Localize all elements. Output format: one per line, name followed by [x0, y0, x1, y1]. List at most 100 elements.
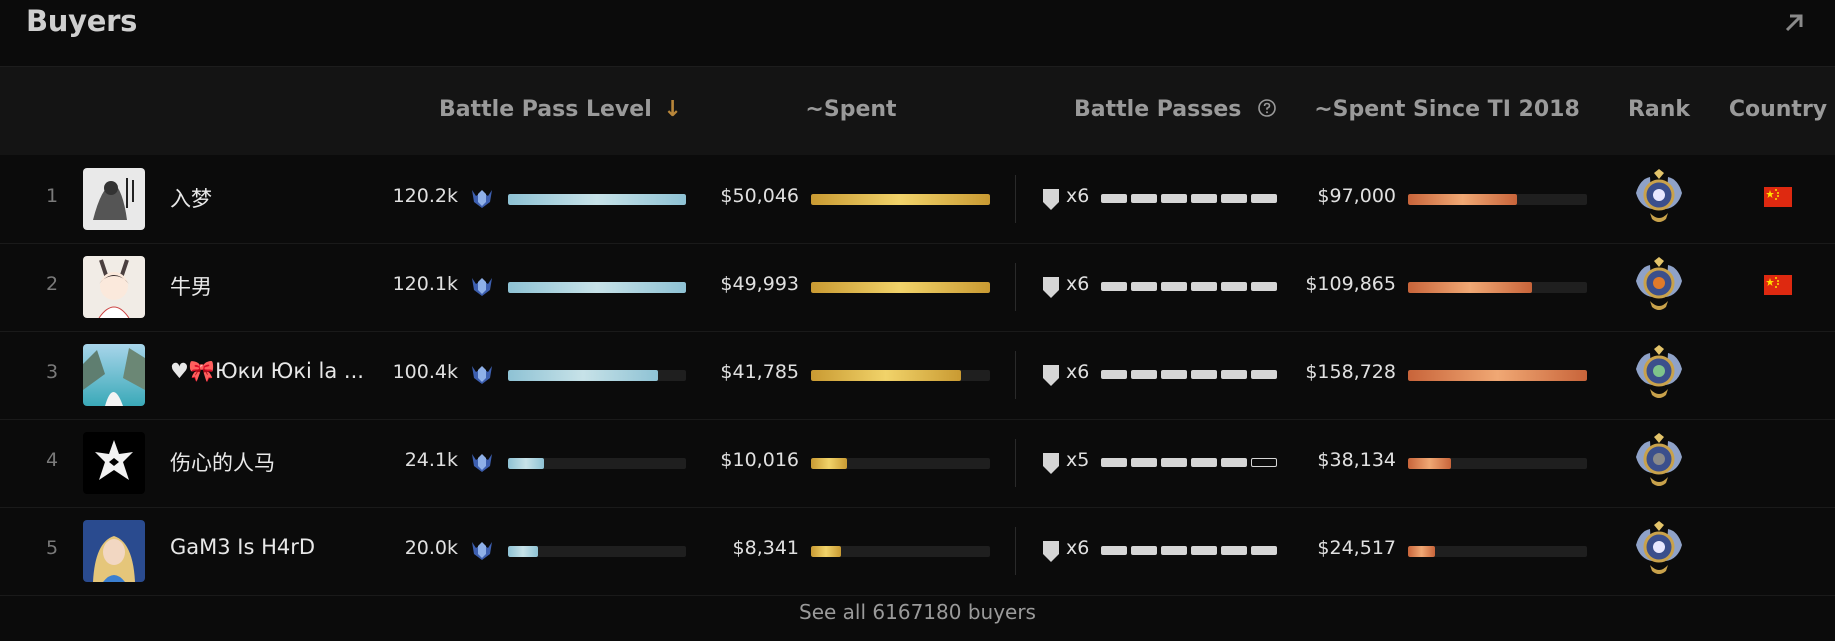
- column-label: Battle Pass Level: [439, 97, 652, 122]
- column-divider: [1015, 439, 1016, 487]
- battle-pass-level-bar: [508, 194, 686, 205]
- spent-value: $8,341: [732, 537, 799, 559]
- panel-header: Buyers: [0, 0, 1835, 66]
- column-spent[interactable]: ~Spent: [805, 97, 897, 122]
- spent-bar: [811, 194, 990, 205]
- battle-pass-segment: [1161, 546, 1187, 555]
- player-name[interactable]: 入梦: [170, 187, 212, 211]
- table-row[interactable]: 2 牛男 120.1k $49,993 x6 $109,865: [0, 243, 1835, 332]
- rank-medal-icon: [1632, 433, 1686, 491]
- battle-pass-count: x6: [1066, 537, 1090, 559]
- table-row[interactable]: 5 GaM3 Is H4rD 20.0k $8,341 x6 $24,517: [0, 507, 1835, 596]
- column-divider: [1015, 263, 1016, 311]
- spent-bar: [811, 458, 990, 469]
- column-country[interactable]: Country: [1728, 97, 1828, 122]
- spent-since-ti-bar: [1408, 282, 1587, 293]
- battle-pass-segment: [1101, 458, 1127, 467]
- row-rank-number: 4: [45, 449, 59, 471]
- rank-medal-icon: [1632, 169, 1686, 227]
- column-spent-since-ti[interactable]: ~Spent Since TI 2018: [1314, 97, 1580, 122]
- spent-value: $41,785: [720, 361, 799, 383]
- battle-pass-level-icon: [472, 454, 492, 472]
- table-header: Battle Pass Level ↓ ~Spent Battle Passes…: [0, 66, 1835, 155]
- spent-bar: [811, 546, 990, 557]
- battle-pass-segment: [1191, 194, 1217, 203]
- battle-pass-level-value: 20.0k: [404, 537, 458, 559]
- battle-pass-level-value: 100.4k: [392, 361, 458, 383]
- battle-pass-segment: [1251, 458, 1277, 467]
- spent-since-ti-bar: [1408, 194, 1587, 205]
- player-name[interactable]: ♥🎀Юки Юкі la ...: [170, 359, 364, 383]
- battle-pass-count: x6: [1066, 361, 1090, 383]
- battle-pass-segment: [1131, 194, 1157, 203]
- battle-pass-level-value: 120.2k: [392, 185, 458, 207]
- battle-pass-segment: [1131, 282, 1157, 291]
- battle-pass-level-icon: [472, 190, 492, 208]
- battle-pass-level-bar: [508, 370, 686, 381]
- table-row[interactable]: 4 伤心的人马 24.1k $10,016 x5 $38,134: [0, 419, 1835, 508]
- battle-pass-segment: [1131, 370, 1157, 379]
- player-name[interactable]: GaM3 Is H4rD: [170, 535, 316, 559]
- column-battle-passes[interactable]: Battle Passes: [1074, 97, 1277, 122]
- battle-pass-segment: [1221, 458, 1247, 467]
- battle-pass-segment: [1101, 282, 1127, 291]
- rank-medal-icon: [1632, 257, 1686, 315]
- avatar[interactable]: [83, 256, 145, 318]
- battle-pass-count: x6: [1066, 273, 1090, 295]
- battle-pass-segment: [1131, 458, 1157, 467]
- row-rank-number: 3: [45, 361, 59, 383]
- battle-pass-segment: [1161, 282, 1187, 291]
- sort-down-icon: ↓: [663, 97, 682, 122]
- spent-bar: [811, 282, 990, 293]
- battle-pass-segment: [1191, 370, 1217, 379]
- battle-pass-segment: [1251, 282, 1277, 291]
- battle-pass-segment: [1251, 194, 1277, 203]
- spent-since-ti-value: $97,000: [1317, 185, 1396, 207]
- spent-since-ti-bar: [1408, 458, 1587, 469]
- battle-pass-segment: [1221, 546, 1247, 555]
- battle-pass-segment: [1161, 370, 1187, 379]
- player-name[interactable]: 伤心的人马: [170, 451, 275, 475]
- battle-pass-segment: [1161, 194, 1187, 203]
- battle-pass-level-bar: [508, 282, 686, 293]
- battle-pass-level-bar: [508, 458, 686, 469]
- china-flag-icon: [1764, 187, 1792, 207]
- spent-since-ti-value: $24,517: [1317, 537, 1396, 559]
- battle-pass-level-value: 24.1k: [404, 449, 458, 471]
- column-label: Battle Passes: [1074, 97, 1242, 122]
- expand-arrow-icon[interactable]: [1781, 10, 1807, 36]
- table-row[interactable]: 1 入梦 120.2k $50,046 x6 $97,000: [0, 155, 1835, 244]
- table-row[interactable]: 3 ♥🎀Юки Юкі la ... 100.4k $41,785 x6 $15…: [0, 331, 1835, 420]
- help-icon[interactable]: [1257, 98, 1277, 118]
- battle-pass-segment: [1221, 370, 1247, 379]
- battle-pass-shield-icon: [1043, 541, 1059, 562]
- avatar[interactable]: [83, 520, 145, 582]
- spent-value: $50,046: [720, 185, 799, 207]
- row-rank-number: 5: [45, 537, 59, 559]
- battle-pass-segment: [1191, 282, 1217, 291]
- column-rank[interactable]: Rank: [1627, 97, 1691, 122]
- battle-pass-segment: [1101, 546, 1127, 555]
- spent-since-ti-bar: [1408, 546, 1587, 557]
- player-name[interactable]: 牛男: [170, 275, 212, 299]
- avatar[interactable]: [83, 432, 145, 494]
- battle-pass-level-icon: [472, 542, 492, 560]
- spent-value: $49,993: [720, 273, 799, 295]
- avatar[interactable]: [83, 168, 145, 230]
- battle-pass-segment: [1101, 194, 1127, 203]
- battle-pass-shield-icon: [1043, 453, 1059, 474]
- battle-pass-segment: [1251, 546, 1277, 555]
- avatar[interactable]: [83, 344, 145, 406]
- battle-pass-segment: [1251, 370, 1277, 379]
- battle-pass-count: x6: [1066, 185, 1090, 207]
- battle-pass-shield-icon: [1043, 189, 1059, 210]
- see-all-link[interactable]: See all 6167180 buyers: [799, 600, 1036, 624]
- column-divider: [1015, 175, 1016, 223]
- column-divider: [1015, 351, 1016, 399]
- column-divider: [1015, 527, 1016, 575]
- battle-pass-segment: [1191, 546, 1217, 555]
- battle-pass-segment: [1221, 194, 1247, 203]
- spent-since-ti-bar: [1408, 370, 1587, 381]
- battle-pass-segment: [1101, 370, 1127, 379]
- column-battle-pass-level[interactable]: Battle Pass Level ↓: [439, 97, 682, 122]
